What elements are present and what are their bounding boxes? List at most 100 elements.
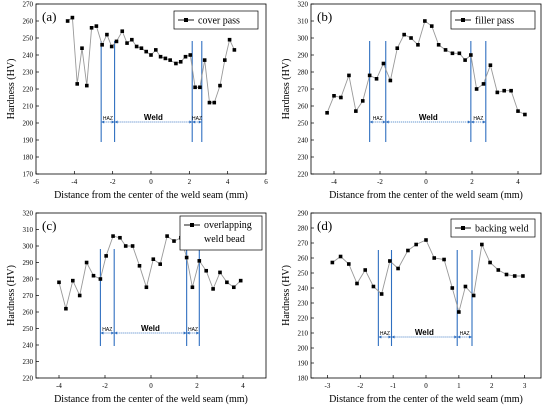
data-point bbox=[227, 37, 232, 42]
data-point bbox=[77, 293, 82, 298]
y-tick-label: 290 bbox=[298, 52, 309, 60]
data-point bbox=[123, 244, 128, 248]
legend-label: backing weld bbox=[475, 224, 529, 235]
weld-arrow-head-left bbox=[114, 331, 118, 335]
weld-label: Weld bbox=[144, 113, 163, 122]
data-point bbox=[371, 284, 376, 289]
y-tick-label: 320 bbox=[23, 210, 34, 218]
y-tick-label: 270 bbox=[23, 1, 34, 9]
data-point bbox=[222, 58, 227, 62]
y-tick-label: 240 bbox=[23, 342, 34, 350]
x-tick-label: 2 bbox=[470, 178, 474, 186]
y-tick-label: 220 bbox=[298, 171, 309, 179]
data-point bbox=[346, 262, 351, 266]
haz-right-label: HAZ bbox=[188, 327, 198, 333]
panel-label: (b) bbox=[317, 9, 332, 24]
data-point bbox=[395, 46, 400, 50]
y-tick-label: 240 bbox=[298, 285, 309, 293]
data-point bbox=[204, 268, 208, 273]
y-tick-label: 230 bbox=[298, 300, 309, 308]
weld-label: Weld bbox=[419, 113, 438, 122]
data-point bbox=[442, 257, 446, 262]
data-point bbox=[137, 264, 142, 268]
data-point bbox=[125, 41, 129, 45]
data-point bbox=[432, 256, 437, 260]
data-point bbox=[165, 234, 169, 238]
data-point bbox=[111, 234, 115, 238]
data-point bbox=[168, 58, 172, 62]
data-point bbox=[184, 255, 189, 260]
y-tick-label: 280 bbox=[23, 276, 34, 284]
x-tick-label: 0 bbox=[424, 178, 428, 186]
x-tick-label: -2 bbox=[377, 178, 383, 186]
plot-frame bbox=[310, 3, 542, 175]
data-point bbox=[109, 44, 114, 49]
data-point bbox=[104, 254, 108, 258]
haz-left-label: HAZ bbox=[103, 116, 113, 122]
y-tick-label: 180 bbox=[298, 375, 309, 383]
data-point bbox=[521, 274, 525, 278]
legend-box bbox=[450, 218, 536, 238]
y-tick-label: 230 bbox=[23, 358, 34, 366]
weld-arrow-head-right bbox=[189, 120, 193, 124]
x-tick-label: 0 bbox=[424, 382, 428, 390]
haz-left-arrow-head-right bbox=[388, 335, 392, 339]
legend-marker bbox=[184, 18, 188, 22]
data-point bbox=[163, 56, 168, 61]
y-tick-label: 220 bbox=[298, 315, 309, 323]
data-point bbox=[232, 285, 236, 290]
data-point bbox=[207, 100, 212, 105]
y-tick-label: 280 bbox=[298, 225, 309, 233]
y-tick-label: 250 bbox=[298, 120, 309, 128]
legend-label: overlapping bbox=[204, 220, 252, 231]
haz-left-arrow-head-left bbox=[369, 120, 373, 124]
data-point bbox=[381, 61, 386, 66]
x-axis-label: Distance from the center of the weld sea… bbox=[329, 394, 523, 405]
data-point bbox=[232, 48, 237, 52]
haz-left-arrow-head-right bbox=[382, 120, 386, 124]
panel-label: (c) bbox=[42, 218, 56, 233]
y-tick-label: 180 bbox=[23, 154, 34, 162]
data-point bbox=[139, 46, 144, 50]
data-point bbox=[429, 24, 434, 28]
y-tick-label: 310 bbox=[298, 18, 309, 26]
x-tick-label: 2 bbox=[490, 382, 494, 390]
data-point bbox=[80, 46, 84, 50]
data-point bbox=[463, 58, 467, 62]
data-point bbox=[471, 293, 476, 298]
plot-frame bbox=[35, 3, 267, 175]
data-point bbox=[516, 109, 520, 113]
data-point bbox=[84, 83, 89, 88]
y-tick-label: 270 bbox=[298, 86, 309, 94]
data-point bbox=[367, 73, 372, 78]
data-point bbox=[355, 281, 359, 286]
data-point bbox=[488, 63, 493, 67]
data-point bbox=[57, 280, 61, 285]
data-point bbox=[379, 292, 384, 296]
x-tick-label: 3 bbox=[523, 382, 527, 390]
x-tick-label: 4 bbox=[516, 178, 520, 186]
data-point bbox=[339, 95, 343, 100]
legend-label: cover pass bbox=[198, 16, 240, 27]
data-point bbox=[98, 277, 103, 281]
y-tick-label: 220 bbox=[23, 375, 34, 383]
data-point bbox=[469, 53, 473, 57]
data-point bbox=[144, 49, 149, 54]
y-axis-label: Hardness (HV) bbox=[281, 265, 292, 326]
haz-right-arrow-head-right bbox=[198, 120, 202, 124]
panel-label: (a) bbox=[42, 9, 56, 24]
data-point bbox=[396, 266, 400, 271]
data-point bbox=[354, 109, 358, 113]
data-point bbox=[325, 111, 329, 115]
data-point bbox=[474, 87, 479, 91]
data-point bbox=[211, 287, 215, 291]
haz-left-arrow-head-left bbox=[378, 335, 382, 339]
data-point bbox=[457, 310, 461, 314]
x-tick-label: -6 bbox=[33, 178, 39, 186]
series-line bbox=[326, 20, 526, 115]
data-point bbox=[198, 85, 202, 90]
data-point bbox=[151, 257, 156, 261]
x-tick-label: 4 bbox=[241, 382, 245, 390]
y-tick-label: 200 bbox=[23, 120, 34, 128]
data-point bbox=[158, 262, 162, 266]
